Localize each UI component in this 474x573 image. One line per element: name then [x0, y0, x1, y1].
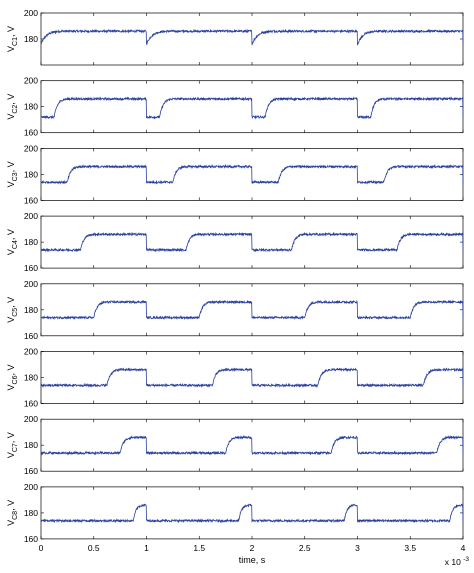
subplot-vc3: 160 180 200 VC3, V: [6, 143, 464, 205]
y-tick-label: 160: [24, 534, 38, 544]
series-line-vc8: [40, 503, 464, 524]
y-axis-label-unit: , V: [6, 26, 16, 37]
y-axis-label: VC4, V: [6, 229, 19, 255]
subplot-vc6: 160 180 200 VC6, V: [6, 347, 464, 409]
y-axis-label-subscript: C5: [12, 308, 19, 317]
y-axis-label: VC7, V: [6, 432, 19, 458]
y-tick-label: 200: [24, 414, 38, 424]
y-tick-label: 180: [24, 440, 38, 450]
series-line-vc5: [40, 299, 464, 321]
y-axis-label-main: V: [6, 114, 16, 120]
y-axis-label-unit: , V: [6, 161, 16, 172]
y-axis-label-subscript: C8: [12, 511, 19, 520]
y-tick-label: 180: [24, 34, 38, 44]
y-tick-label: 200: [24, 143, 38, 153]
subplot-vc7: 160 180 200 VC7, V: [6, 414, 464, 476]
y-tick-label: 160: [24, 128, 38, 138]
x-tick-label: 3: [355, 543, 360, 553]
subplot-vc4: 160 180 200 VC4, V: [6, 211, 464, 273]
y-axis-label: VC5, V: [6, 297, 19, 323]
y-tick-label: 180: [24, 508, 38, 518]
y-axis-label-main: V: [6, 249, 16, 255]
subplot-vc8: 160 180 200 VC8, V: [6, 482, 464, 544]
x-tick-label: 3.5: [404, 543, 416, 553]
y-axis-label-main: V: [6, 181, 16, 187]
x-tick-label: 1: [144, 543, 149, 553]
y-tick-label: 180: [24, 102, 38, 112]
y-axis-label-unit: , V: [6, 297, 16, 308]
y-axis-label-unit: , V: [6, 500, 16, 511]
y-tick-label: 200: [24, 279, 38, 289]
y-axis-label-unit: , V: [6, 432, 16, 443]
y-tick-label: 200: [24, 211, 38, 221]
series-line-vc4: [40, 231, 464, 253]
y-axis-label-main: V: [6, 317, 16, 323]
y-tick-label: 200: [24, 8, 38, 18]
y-tick-label: 160: [24, 399, 38, 409]
subplot-vc2: 160 180 200 VC2, V: [6, 76, 464, 138]
y-tick-label: 160: [24, 331, 38, 341]
subplot-vc5: 160 180 200 VC5, V: [6, 279, 464, 341]
y-axis-label: VC1, V: [6, 26, 19, 52]
y-axis-label-main: V: [6, 46, 16, 52]
y-axis-label: VC2, V: [6, 94, 19, 120]
x-axis-exponent-power: -3: [463, 556, 469, 563]
y-tick-label: 180: [24, 237, 38, 247]
y-tick-label: 200: [24, 76, 38, 86]
y-axis-label-main: V: [6, 520, 16, 526]
y-tick-label: 200: [24, 482, 38, 492]
y-tick-label: 200: [24, 347, 38, 357]
x-tick-label: 4: [461, 543, 466, 553]
x-tick-label: 2: [250, 543, 255, 553]
y-tick-label: 180: [24, 169, 38, 179]
x-tick-label: 0: [39, 543, 44, 553]
x-tick-label: 2.5: [299, 543, 311, 553]
y-axis-label-subscript: C6: [12, 375, 19, 384]
series-line-vc7: [40, 434, 464, 456]
x-axis-label: time, s: [239, 555, 266, 565]
y-axis-label-subscript: C7: [12, 443, 19, 452]
y-axis-label-subscript: C1: [12, 37, 19, 46]
series-line-vc3: [40, 164, 464, 185]
y-axis-label-subscript: C3: [12, 172, 19, 181]
x-axis-exponent: x 10 -3: [445, 556, 470, 567]
x-tick-label: 1.5: [193, 543, 205, 553]
y-axis-label: VC6, V: [6, 365, 19, 391]
series-line-vc2: [40, 96, 464, 120]
y-axis-label: VC8, V: [6, 500, 19, 526]
y-tick-label: 160: [24, 263, 38, 273]
y-axis-label-unit: , V: [6, 365, 16, 376]
shared-x-axis: time, s x 10 -3 0 0.5 1 1.5 2 2.5 3 3.5 4: [39, 543, 470, 567]
subplot-vc1: 180 200 VC1, V: [6, 8, 464, 66]
series-line-vc6: [40, 367, 464, 388]
series-line-vc1: [40, 28, 464, 46]
x-axis-exponent-base: x 10: [445, 557, 461, 567]
y-tick-label: 180: [24, 373, 38, 383]
y-axis-label-subscript: C4: [12, 240, 19, 249]
y-axis-label-unit: , V: [6, 229, 16, 240]
x-tick-label: 0.5: [88, 543, 100, 553]
y-axis-label-main: V: [6, 384, 16, 390]
y-axis-label: VC3, V: [6, 161, 19, 187]
y-tick-label: 160: [24, 466, 38, 476]
y-tick-label: 160: [24, 195, 38, 205]
y-axis-label-main: V: [6, 452, 16, 458]
y-axis-label-subscript: C2: [12, 105, 19, 114]
y-axis-label-unit: , V: [6, 94, 16, 105]
y-tick-label: 180: [24, 305, 38, 315]
